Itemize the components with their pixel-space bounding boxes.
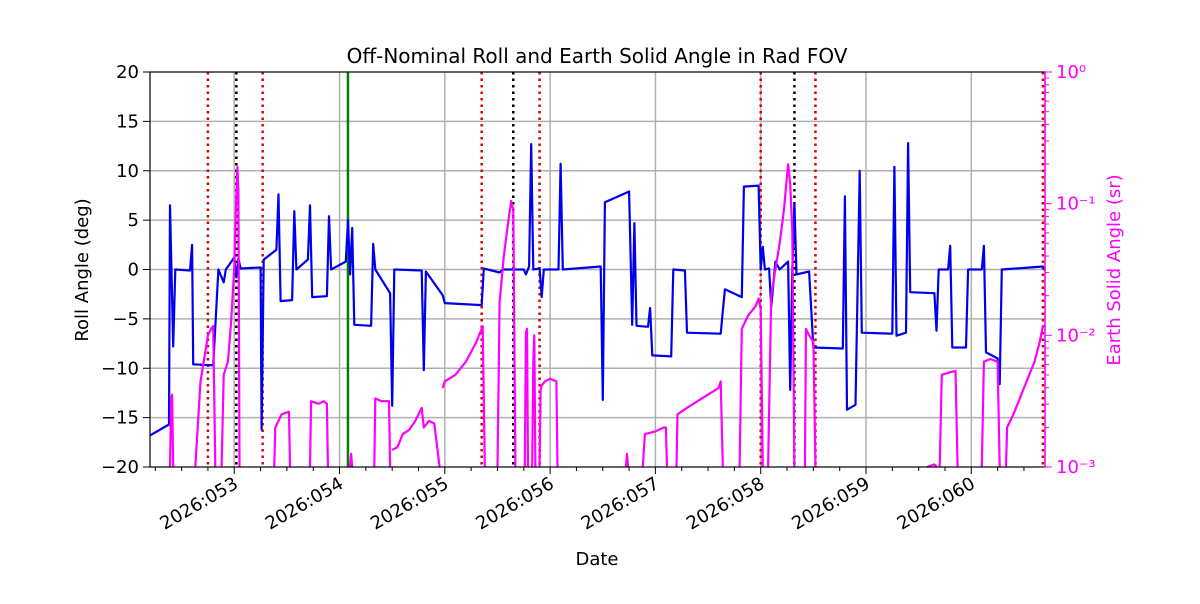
y-tick-label: 20 — [116, 62, 139, 83]
series-line-earth-solid-angle — [373, 397, 392, 468]
series-line-earth-solid-angle — [194, 325, 217, 468]
y-tick-label: 0 — [128, 260, 139, 281]
series-line-earth-solid-angle — [220, 165, 241, 468]
x-tick-label: 2026:059 — [788, 473, 873, 534]
x-tick-label: 2026:060 — [894, 473, 979, 534]
y-tick-label: 10 — [116, 161, 139, 182]
x-axis-label: Date — [575, 549, 618, 570]
series-line-earth-solid-angle — [273, 410, 292, 468]
series-line-earth-solid-angle — [675, 380, 724, 468]
y2-tick-label: 10⁰ — [1056, 62, 1086, 83]
series-line-earth-solid-angle — [538, 377, 559, 468]
y-tick-label: 15 — [116, 111, 139, 132]
series-line-earth-solid-angle — [938, 369, 959, 468]
y2-tick-label: 10⁻² — [1056, 325, 1096, 346]
series-line-earth-solid-angle — [391, 406, 441, 468]
series-line-earth-solid-angle — [496, 199, 517, 468]
series-line-earth-solid-angle — [803, 327, 817, 468]
x-tick-label: 2026:055 — [367, 473, 452, 534]
y-tick-label: −10 — [101, 358, 139, 379]
series-line-earth-solid-angle — [441, 325, 486, 468]
x-tick-label: 2026:053 — [157, 473, 242, 534]
y2-tick-label: 10⁻³ — [1056, 457, 1096, 478]
series-line-earth-solid-angle — [531, 334, 537, 468]
series-line-earth-solid-angle — [926, 463, 938, 469]
y2-axis-label: Earth Solid Angle (sr) — [1104, 174, 1125, 365]
series-line-earth-solid-angle — [523, 327, 530, 468]
y-tick-label: −15 — [101, 408, 139, 429]
series-line-earth-solid-angle — [1004, 325, 1045, 468]
y-tick-label: −5 — [112, 309, 139, 330]
series-line-earth-solid-angle — [624, 452, 630, 468]
chart-title: Off-Nominal Roll and Earth Solid Angle i… — [347, 44, 848, 68]
y-axis-label: Roll Angle (deg) — [72, 198, 93, 341]
series-line-earth-solid-angle — [308, 400, 329, 468]
x-tick-label: 2026:057 — [578, 473, 663, 534]
y-tick-label: −20 — [101, 457, 139, 478]
y-tick-label: 5 — [128, 210, 139, 231]
series-line-earth-solid-angle — [641, 426, 669, 468]
x-tick-label: 2026:054 — [262, 473, 347, 534]
x-tick-label: 2026:056 — [472, 473, 557, 534]
series-line-earth-solid-angle — [349, 452, 354, 468]
series-line-earth-solid-angle — [767, 163, 796, 468]
x-tick-label: 2026:058 — [683, 473, 768, 534]
series-line-earth-solid-angle — [980, 357, 1001, 468]
y2-tick-label: 10⁻¹ — [1056, 194, 1096, 215]
series-line-earth-solid-angle — [738, 297, 764, 468]
series-line-earth-solid-angle — [168, 393, 175, 468]
series-line-roll-angle — [149, 142, 1046, 437]
